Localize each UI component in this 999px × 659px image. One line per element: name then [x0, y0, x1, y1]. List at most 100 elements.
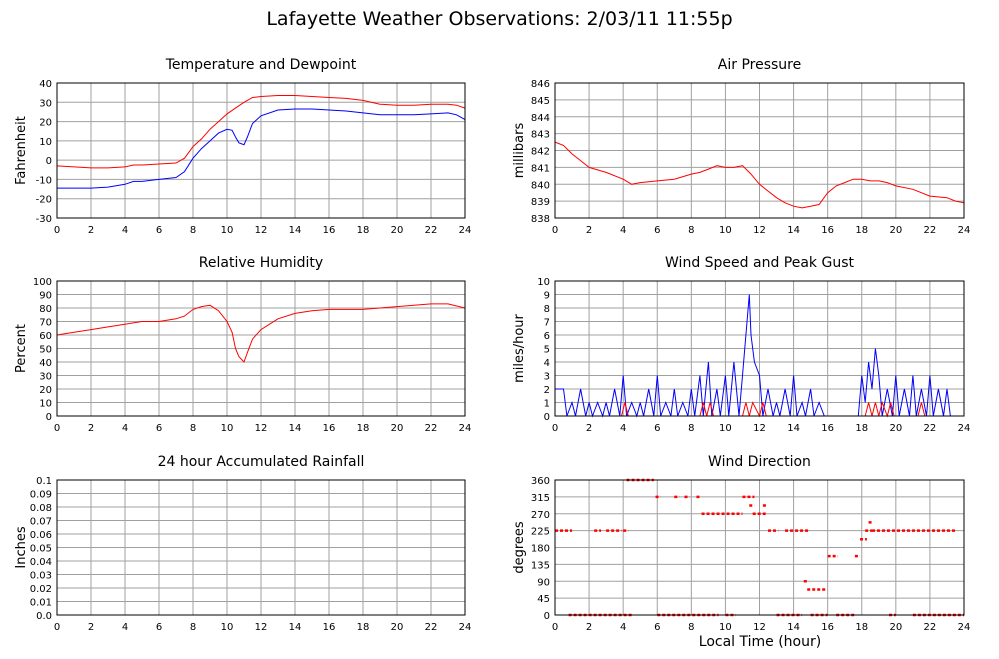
y-tick-label: 0 — [544, 412, 550, 423]
y-tick-label: -20 — [36, 195, 52, 206]
x-tick-label: 18 — [357, 423, 370, 434]
x-tick-label: 10 — [221, 423, 234, 434]
y-axis-label: Percent — [14, 324, 29, 373]
x-tick-label: 20 — [391, 225, 404, 236]
x-tick-label: 12 — [255, 225, 268, 236]
y-tick-label: 844 — [531, 113, 550, 124]
x-tick-label: 22 — [425, 622, 438, 633]
x-tick-label: 18 — [855, 622, 868, 633]
x-tick-label: 0 — [552, 225, 558, 236]
x-tick-label: 6 — [156, 225, 162, 236]
x-tick-label: 22 — [924, 225, 937, 236]
x-tick-label: 24 — [958, 225, 971, 236]
x-tick-label: 0 — [54, 225, 60, 236]
tick-labels: 0 2 4 6 8 10 12 14 16 18 20 22 248388398408418428438… — [531, 79, 970, 236]
x-tick-label: 12 — [753, 423, 766, 434]
y-tick-label: 20 — [39, 118, 52, 129]
gridlines — [56, 479, 466, 616]
y-tick-label: 180 — [531, 544, 550, 555]
x-tick-label: 24 — [459, 622, 472, 633]
y-tick-label: 270 — [531, 510, 550, 521]
y-tick-label: 5 — [544, 345, 550, 356]
y-tick-label: 6 — [544, 331, 550, 342]
gridlines — [56, 82, 466, 219]
y-tick-label: 10 — [39, 137, 52, 148]
y-tick-label: -10 — [36, 175, 52, 186]
y-tick-label: 846 — [531, 79, 550, 90]
x-tick-label: 14 — [787, 225, 800, 236]
y-tick-label: 0.01 — [30, 598, 52, 609]
x-tick-label: 8 — [688, 225, 694, 236]
gridlines — [554, 82, 965, 219]
x-tick-label: 6 — [156, 622, 162, 633]
y-tick-label: 840 — [531, 180, 550, 191]
y-tick-label: 30 — [39, 98, 52, 109]
y-tick-label: 0 — [46, 156, 52, 167]
x-tick-label: 0 — [552, 423, 558, 434]
y-tick-label: -30 — [36, 214, 52, 225]
y-tick-label: 90 — [537, 577, 550, 588]
series-line-0 — [554, 141, 965, 209]
x-tick-label: 4 — [620, 423, 626, 434]
series-line-1 — [57, 108, 466, 189]
x-tick-label: 0 — [54, 423, 60, 434]
series-line-0 — [56, 303, 466, 363]
x-tick-label: 4 — [122, 423, 128, 434]
y-tick-label: 0.08 — [30, 503, 52, 514]
x-tick-label: 12 — [255, 423, 268, 434]
x-tick-label: 18 — [855, 423, 868, 434]
x-tick-label: 16 — [821, 423, 834, 434]
chart-title: Wind Direction — [708, 454, 811, 470]
plot-frame — [554, 82, 965, 219]
y-tick-label: 7 — [544, 318, 550, 329]
y-tick-label: 2 — [544, 385, 550, 396]
x-tick-label: 8 — [190, 225, 196, 236]
y-tick-label: 0.04 — [30, 557, 52, 568]
y-axis-label: Fahrenheit — [14, 116, 29, 185]
x-tick-label: 14 — [787, 622, 800, 633]
x-tick-label: 6 — [654, 423, 660, 434]
y-tick-label: 360 — [531, 476, 550, 487]
x-tick-label: 12 — [753, 225, 766, 236]
plot-frame — [56, 280, 466, 417]
x-tick-label: 6 — [156, 423, 162, 434]
y-tick-label: 843 — [531, 130, 550, 141]
x-tick-label: 16 — [323, 423, 336, 434]
y-tick-label: 3 — [544, 372, 550, 383]
x-tick-label: 8 — [190, 622, 196, 633]
y-tick-label: 0.06 — [30, 530, 52, 541]
y-tick-label: 842 — [531, 147, 550, 158]
x-tick-label: 4 — [620, 622, 626, 633]
y-axis-label: degrees — [512, 521, 527, 574]
plot-frame — [554, 479, 965, 616]
x-tick-label: 8 — [688, 423, 694, 434]
series-line-1 — [555, 400, 964, 418]
x-tick-label: 14 — [289, 225, 302, 236]
chart-title: Air Pressure — [718, 57, 801, 73]
x-tick-label: 8 — [688, 622, 694, 633]
x-tick-label: 10 — [719, 225, 732, 236]
x-tick-label: 20 — [889, 423, 902, 434]
y-tick-label: 60 — [39, 331, 52, 342]
x-tick-label: 16 — [323, 622, 336, 633]
x-tick-label: 10 — [719, 423, 732, 434]
y-tick-label: 20 — [39, 385, 52, 396]
plot-frame — [56, 479, 466, 616]
y-tick-label: 845 — [531, 96, 550, 107]
tick-labels: 0 2 4 6 8 10 12 14 16 18 20 22 240459013518022527031… — [531, 476, 970, 633]
chart-title: 24 hour Accumulated Rainfall — [158, 454, 365, 470]
y-tick-label: 8 — [544, 304, 550, 315]
y-tick-label: 0 — [46, 412, 52, 423]
y-axis-label: millibars — [512, 123, 527, 179]
x-tick-label: 24 — [459, 225, 472, 236]
x-tick-label: 14 — [289, 423, 302, 434]
x-tick-label: 4 — [620, 225, 626, 236]
x-tick-label: 18 — [855, 225, 868, 236]
x-tick-label: 16 — [821, 622, 834, 633]
series-line-0 — [555, 294, 964, 418]
